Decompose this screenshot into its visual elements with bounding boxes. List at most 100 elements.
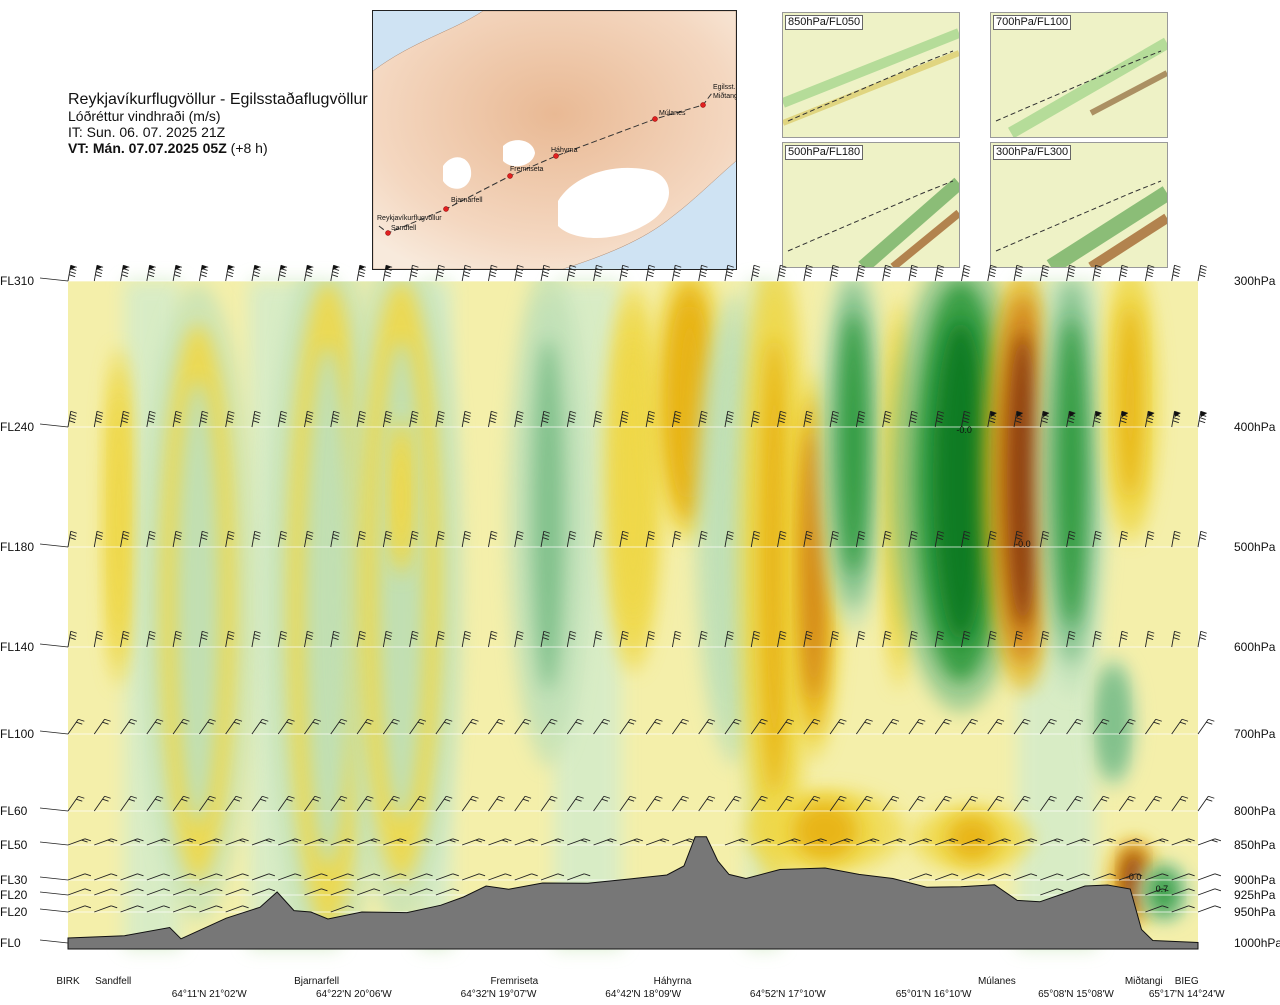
field-blob-core-0 xyxy=(112,398,126,635)
wind-barb xyxy=(435,873,459,881)
wind-barb xyxy=(93,410,104,428)
valid-time: VT: Mán. 07.07.2025 05Z xyxy=(68,140,227,156)
map-label-reykjavik: Reykjavíkurflugvöllur xyxy=(377,215,442,222)
wind-barb xyxy=(882,838,906,846)
coordinate-label: 65°08'N 15°08'W xyxy=(1038,989,1114,1000)
wind-barb xyxy=(566,718,584,735)
wind-barb xyxy=(277,264,288,282)
field-blob-2 xyxy=(287,281,369,931)
map-label-hahyrna: Háhyrna xyxy=(551,147,578,154)
wind-barb xyxy=(382,630,393,648)
field-blob-core-5 xyxy=(532,339,565,691)
issue-time: IT: Sun. 06. 07. 2025 21Z xyxy=(68,124,226,140)
wind-barb xyxy=(540,838,565,846)
wind-barb xyxy=(94,873,118,881)
wind-barb xyxy=(1171,530,1181,548)
wind-barb xyxy=(93,530,104,548)
field-blob-core-8 xyxy=(718,365,751,694)
field-blob-3 xyxy=(360,281,443,880)
wind-barb xyxy=(146,905,170,913)
glacier-vatnajokull xyxy=(558,167,670,239)
wind-barb xyxy=(435,530,445,548)
wind-barbs xyxy=(67,264,1222,913)
wind-barb xyxy=(698,410,708,428)
mini-map-label: 850hPa/FL050 xyxy=(785,15,864,30)
wind-barb xyxy=(67,888,92,896)
wind-barb xyxy=(856,795,873,812)
field-blob-10 xyxy=(794,397,833,734)
field-blob-12 xyxy=(887,324,910,665)
wind-barb xyxy=(304,795,321,812)
location-label: Sandfell xyxy=(95,976,131,987)
wind-barb xyxy=(461,530,472,548)
field-blob-18 xyxy=(1117,845,1150,919)
field-blob-core-3 xyxy=(377,340,426,821)
contour-label: -0.0 xyxy=(1015,539,1031,549)
wind-barb xyxy=(882,530,892,548)
wind-barb xyxy=(1197,264,1207,282)
wind-barb xyxy=(987,795,1005,812)
wind-barb xyxy=(698,630,708,648)
wind-barb xyxy=(1013,873,1038,881)
wind-barb xyxy=(1092,530,1102,548)
wind-barb xyxy=(304,718,321,735)
field-blob-halo-17 xyxy=(1088,655,1138,789)
wind-barb xyxy=(619,530,629,548)
location-label: Fremriseta xyxy=(490,976,538,987)
map-point-sandfell xyxy=(385,230,391,236)
map-point-mulanes xyxy=(652,116,658,122)
wind-barb xyxy=(935,838,959,846)
wind-barb xyxy=(304,873,328,881)
wind-barb xyxy=(1118,410,1129,428)
wind-barb xyxy=(120,264,130,282)
wind-barb xyxy=(67,873,92,881)
wind-barb xyxy=(566,410,577,428)
field-blob-6 xyxy=(612,310,654,647)
wind-barb xyxy=(961,264,971,282)
wind-barb xyxy=(540,530,550,548)
wind-barb xyxy=(435,795,453,812)
field-blob-halo-1 xyxy=(140,283,255,922)
wind-barb xyxy=(724,630,734,648)
wind-barb xyxy=(1197,873,1222,881)
wind-barb xyxy=(1171,410,1181,428)
pressure-label: 400hPa xyxy=(1234,420,1276,434)
wind-barb xyxy=(777,410,787,428)
wind-barb xyxy=(488,410,498,428)
terrain-profile xyxy=(67,836,1199,950)
wind-barb xyxy=(934,795,952,812)
field-blob-core-14 xyxy=(1007,332,1039,628)
field-blob-halo-11 xyxy=(816,281,890,632)
wind-barb xyxy=(199,888,223,896)
wind-barb xyxy=(1092,838,1116,846)
wind-barb xyxy=(1144,630,1155,648)
pressure-label: 500hPa xyxy=(1234,540,1276,554)
wind-barb xyxy=(750,630,761,648)
wind-barb xyxy=(961,873,985,881)
wind-barb xyxy=(803,530,813,548)
wind-barb xyxy=(934,410,945,428)
wind-barb xyxy=(829,718,847,735)
wind-barb xyxy=(67,630,77,648)
wind-barb xyxy=(908,795,926,812)
field-blob-halo-9 xyxy=(737,281,811,895)
wind-barb xyxy=(304,264,314,282)
wind-barb xyxy=(304,410,314,428)
wind-barb xyxy=(1197,838,1222,846)
wind-barb xyxy=(93,630,104,648)
wind-barb xyxy=(172,905,197,913)
wind-barb xyxy=(514,530,524,548)
wind-barb xyxy=(1171,795,1189,812)
pressure-label: 900hPa xyxy=(1234,873,1276,887)
wind-barb xyxy=(698,530,708,548)
wind-barb xyxy=(672,838,696,846)
field-blob-15 xyxy=(1047,281,1096,665)
wind-barb xyxy=(1197,718,1215,735)
wind-barb xyxy=(961,630,971,648)
wind-barb xyxy=(1171,630,1181,648)
iceland-land xyxy=(373,11,736,269)
route-map: Reykjavíkurflugvöllur Sandfell Bjarnarfe… xyxy=(372,10,737,270)
wind-barb xyxy=(908,718,926,735)
wind-barb xyxy=(172,410,183,428)
wind-barb xyxy=(94,905,118,913)
